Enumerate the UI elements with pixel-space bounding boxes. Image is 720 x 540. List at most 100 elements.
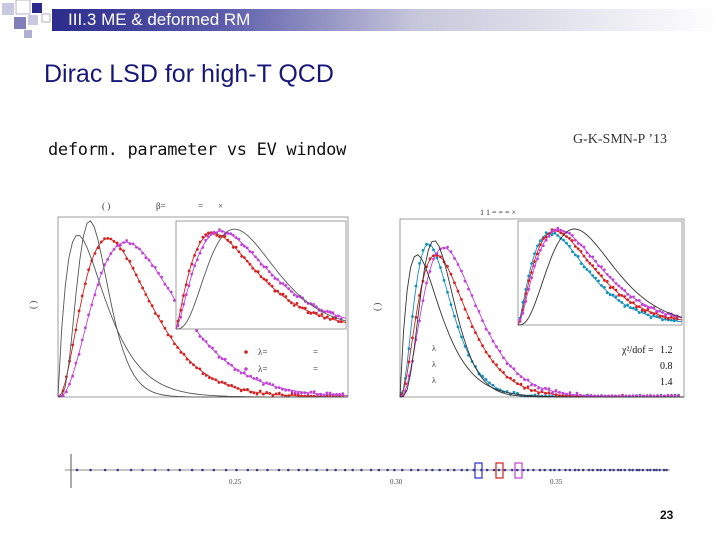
data-point: [227, 362, 230, 365]
data-point: [669, 318, 673, 322]
data-point: [309, 312, 313, 315]
data-point: [425, 281, 428, 285]
eigenvalue-point: [581, 468, 585, 472]
left-panel-label: ( ): [102, 201, 110, 211]
data-point: [74, 361, 78, 365]
data-point: [187, 269, 191, 273]
window-box-red: [495, 462, 504, 479]
legend-magenta-marker: [244, 367, 248, 371]
data-point: [229, 232, 233, 236]
eigenvalue-point: [334, 468, 337, 472]
data-point: [281, 282, 285, 285]
data-point: [537, 391, 540, 395]
eigenvalue-axis-strip: 0.25 0.30 0.35: [65, 454, 670, 488]
data-point: [317, 314, 321, 318]
data-point: [109, 252, 113, 256]
eigenvalue-point: [492, 468, 496, 472]
data-point: [281, 393, 284, 397]
data-point: [556, 234, 560, 237]
eigenvalue-point: [360, 468, 363, 472]
data-point: [236, 369, 240, 372]
data-point: [524, 300, 528, 303]
data-point: [290, 392, 294, 396]
eigenvalue-point: [409, 468, 413, 472]
data-point: [80, 338, 84, 342]
chi-value-3: 1.4: [660, 377, 673, 388]
data-point: [544, 386, 547, 390]
chi-value-2: 0.8: [660, 361, 673, 372]
data-point: [153, 312, 157, 315]
data-point: [240, 255, 244, 258]
right-inset-curves: [517, 226, 683, 326]
data-point: [184, 283, 188, 287]
data-point: [249, 390, 253, 394]
eigenvalue-point: [619, 468, 623, 472]
data-point: [153, 266, 157, 269]
data-point: [536, 252, 539, 256]
chi-label: χ²/dof =: [621, 345, 654, 356]
right-figure: 1 1 = = = × ( ) λ λ λ χ²/dof = 1.2 0.8 1…: [372, 208, 685, 398]
data-point: [331, 311, 335, 315]
data-point: [254, 255, 257, 259]
data-point: [201, 337, 205, 341]
data-point: [591, 255, 595, 259]
data-point: [339, 320, 343, 324]
data-point: [605, 280, 609, 283]
data-point: [292, 293, 296, 297]
eigenvalue-point: [431, 468, 434, 472]
data-point: [335, 393, 338, 396]
strip-points: [75, 468, 668, 472]
data-point: [211, 377, 214, 381]
data-point: [99, 240, 103, 244]
data-point: [96, 246, 100, 250]
data-point: [236, 387, 240, 390]
data-point: [664, 313, 667, 317]
curve-2: [175, 228, 347, 330]
data-point: [635, 299, 638, 302]
data-point: [131, 266, 135, 270]
data-point: [128, 242, 132, 246]
data-point: [463, 279, 467, 283]
data-point: [271, 383, 275, 387]
eigenvalue-point: [623, 468, 626, 472]
data-point: [293, 391, 297, 395]
data-point: [530, 276, 533, 280]
data-point: [295, 302, 299, 305]
data-point: [193, 264, 197, 267]
data-point: [498, 368, 502, 371]
data-point: [456, 325, 460, 329]
data-point: [582, 245, 586, 249]
data-point: [220, 357, 224, 361]
data-point: [270, 273, 274, 277]
eigenvalue-point: [116, 468, 119, 472]
data-point: [605, 291, 609, 295]
data-point: [215, 231, 219, 235]
data-point: [460, 269, 463, 273]
data-point: [233, 368, 237, 371]
left-legend-lambda-2: λ=: [258, 364, 267, 374]
right-legend-lambda-1: λ: [432, 344, 436, 353]
data-point: [467, 287, 470, 291]
eigenvalue-point: [652, 468, 656, 472]
data-point: [652, 306, 656, 310]
data-point: [539, 243, 542, 247]
data-point: [242, 388, 246, 392]
data-point: [573, 253, 577, 257]
data-point: [603, 268, 606, 272]
data-point: [460, 298, 463, 301]
data-point: [198, 335, 202, 338]
data-point: [188, 361, 192, 364]
eigenvalue-point: [305, 468, 309, 472]
data-point: [442, 278, 446, 282]
data-point: [262, 392, 265, 396]
data-point: [220, 230, 224, 233]
data-point: [192, 363, 195, 367]
data-point: [467, 316, 470, 320]
data-point: [262, 383, 265, 386]
data-point: [502, 356, 505, 360]
data-point: [661, 311, 664, 314]
data-point: [561, 391, 565, 395]
data-point: [306, 311, 310, 315]
data-point: [341, 392, 345, 395]
data-point: [519, 375, 523, 378]
